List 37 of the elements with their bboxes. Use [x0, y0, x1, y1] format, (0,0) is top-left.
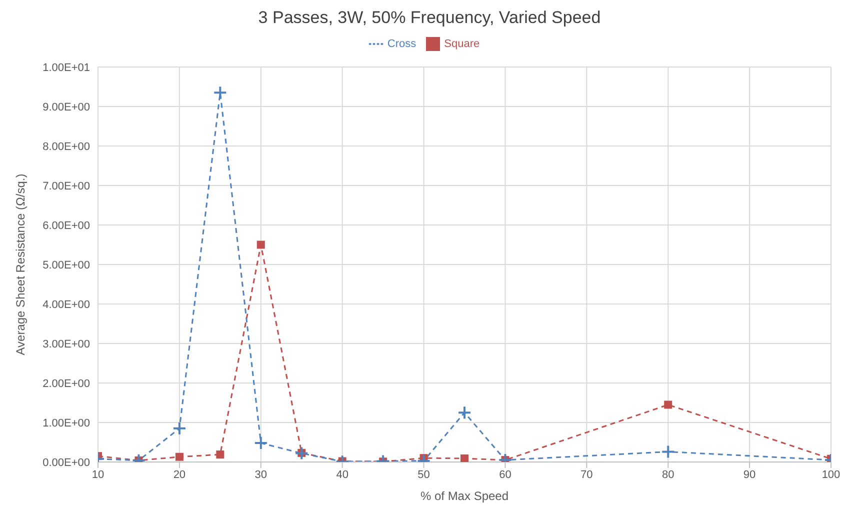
legend-label: Cross — [387, 38, 416, 50]
y-tick-label: 3.00E+00 — [42, 338, 90, 350]
y-tick-label: 2.00E+00 — [42, 378, 90, 390]
point — [216, 450, 224, 458]
point — [175, 452, 184, 461]
point — [213, 86, 228, 100]
y-tick-label: 1.00E+00 — [42, 417, 90, 430]
x-tick-label: 80 — [662, 468, 674, 481]
point — [661, 444, 676, 459]
y-tick-label: 7.00E+00 — [42, 180, 90, 192]
x-axis-title: % of Max Speed — [420, 489, 509, 503]
x-tick-label: 40 — [336, 468, 348, 481]
y-tick-label: 5.00E+00 — [42, 259, 90, 272]
chart-title: 3 Passes, 3W, 50% Frequency, Varied Speed — [257, 8, 602, 28]
legend-label: Square — [444, 38, 480, 50]
x-tick-label: 60 — [499, 468, 512, 481]
y-tick-label: 8.00E+00 — [42, 140, 90, 153]
y-tick-label: 6.00E+00 — [42, 220, 90, 232]
x-tick-label: 10 — [92, 468, 104, 481]
y-tick-label: 4.00E+00 — [42, 298, 90, 311]
x-tick-label: 100 — [822, 468, 840, 481]
y-tick-label: 1.00E+01 — [42, 62, 90, 74]
point — [458, 406, 472, 420]
point — [254, 436, 268, 450]
x-tick-label: 30 — [254, 468, 268, 481]
point — [460, 454, 468, 462]
point — [256, 240, 265, 249]
x-tick-label: 90 — [743, 468, 756, 481]
y-axis-title: Average Sheet Resistance (Ω/sq.) — [13, 174, 28, 356]
x-tick-label: 50 — [418, 468, 430, 481]
y-tick-label: 0.00E+00 — [42, 456, 90, 469]
point — [172, 421, 186, 436]
x-tick-label: 20 — [173, 468, 186, 481]
x-tick-label: 70 — [580, 468, 593, 481]
y-tick-label: 9.00E+00 — [42, 101, 90, 114]
point — [664, 400, 672, 409]
point — [294, 446, 309, 460]
